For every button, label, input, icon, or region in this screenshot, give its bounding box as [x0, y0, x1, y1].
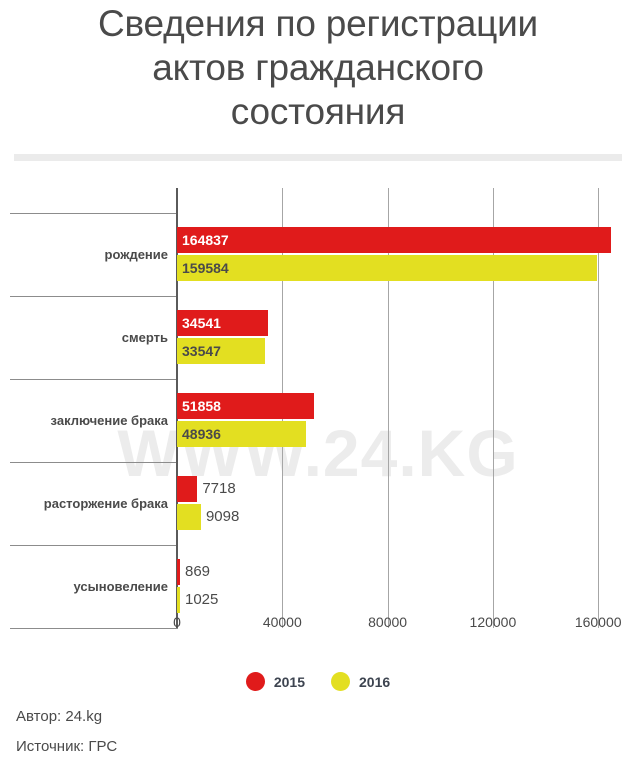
bar-value-2016-расторжение брака: 9098 [205, 508, 240, 525]
category-separator-3 [10, 462, 178, 463]
bar-value-2015-расторжение брака: 7718 [202, 480, 236, 497]
category-label-1: смерть [121, 329, 168, 345]
bar-value-2016-смерть: 33547 [182, 343, 221, 359]
x-tick-label-40000: 40000 [262, 614, 302, 630]
title-divider [14, 154, 622, 161]
footer-author: Автор: 24.kg [16, 708, 103, 725]
bar-value-2015-заключение брака: 51858 [182, 398, 221, 414]
bar-2015-заключение брака [177, 393, 314, 419]
x-tick-label-0: 0 [173, 614, 181, 630]
bar-2016-заключение брака [177, 421, 306, 447]
legend-item-2015[interactable]: 2015 [245, 672, 305, 691]
category-separator-2 [10, 379, 178, 380]
page-title: Сведения по регистрации актов гражданско… [97, 3, 539, 132]
bar-value-2015-усыновеление: 869 [185, 563, 211, 580]
category-separator-5 [10, 628, 178, 629]
gridline-160000 [598, 188, 600, 628]
bar-value-2016-усыновеление: 1025 [185, 591, 219, 608]
bar-2016-рождение [177, 255, 598, 281]
bar-value-2016-заключение брака: 48936 [182, 426, 221, 442]
chart-plot-area: рождение смерть заключение брака расторжени… [0, 188, 636, 629]
category-label-3: расторжение брака [43, 495, 168, 511]
bar-2016-усыновеление [177, 587, 180, 613]
bar-2016-расторжение брака [177, 504, 201, 530]
bar-value-2015-рождение: 164837 [182, 232, 229, 248]
bar-value-2015-смерть: 34541 [182, 315, 221, 331]
bar-2015-расторжение брака [177, 476, 198, 502]
x-tick-label-80000: 80000 [368, 614, 408, 630]
category-separator-0 [10, 213, 178, 214]
category-separator-1 [10, 296, 178, 297]
x-tick-label-160000: 160000 [574, 614, 622, 630]
x-tick-label-120000: 120000 [469, 614, 517, 630]
legend-item-2016[interactable]: 2016 [331, 672, 390, 691]
bar-2015-усыновеление [177, 559, 180, 585]
category-label-0: рождение [104, 246, 168, 262]
gridline-120000 [492, 188, 494, 628]
circle-yellow-icon [331, 672, 350, 691]
legend-label-2015: 2015 [273, 673, 305, 690]
gridline-80000 [387, 188, 389, 628]
footer-source: Источник: ГРС [16, 738, 118, 755]
category-label-2: заключение брака [50, 412, 168, 428]
bar-value-2016-рождение: 159584 [182, 260, 229, 276]
bar-2015-смерть [177, 310, 268, 336]
chart-legend: 2015 2016 [0, 672, 636, 691]
bar-2015-рождение [177, 227, 611, 253]
category-separator-4 [10, 545, 178, 546]
bar-2016-смерть [177, 338, 266, 364]
circle-red-icon [245, 672, 265, 691]
footer: Автор: 24.kg Источник: ГРС [16, 702, 117, 762]
category-label-4: усыновеление [73, 578, 168, 594]
legend-label-2016: 2016 [359, 673, 391, 690]
x-axis-tick-labels: 0 40000 80000 120000 160000 [0, 614, 636, 636]
